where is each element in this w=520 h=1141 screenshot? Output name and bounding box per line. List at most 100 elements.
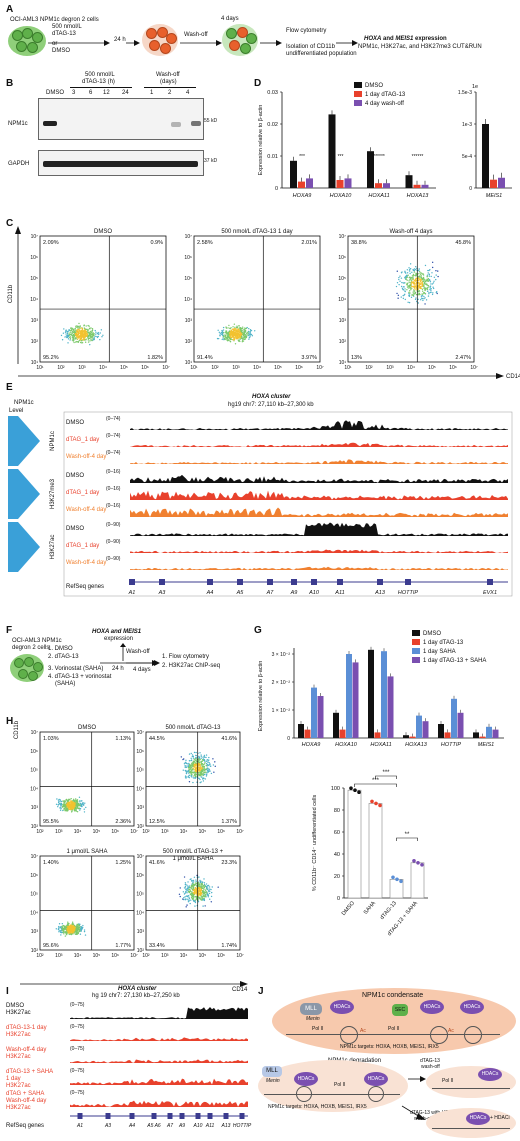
flow-event <box>239 334 241 336</box>
flow-event <box>205 771 207 773</box>
flow-event <box>71 925 73 928</box>
flow-event <box>412 281 415 283</box>
flow-event <box>73 329 75 332</box>
flow-event <box>406 272 409 274</box>
category-label: HOXA9 <box>293 193 312 199</box>
hdacs-shape: HDACs <box>294 1072 318 1086</box>
flow-event <box>79 933 82 935</box>
flow-event <box>81 332 84 334</box>
flow-event <box>413 286 415 289</box>
flow-event <box>191 776 193 778</box>
data-point <box>391 875 395 880</box>
cell-icon <box>229 40 240 51</box>
flow-event <box>74 931 76 933</box>
flow-event <box>71 809 73 811</box>
flow-event <box>231 336 234 338</box>
flow-event <box>203 899 206 902</box>
x-tick-label: 10⁷ <box>130 829 138 835</box>
flow-event <box>429 287 431 289</box>
flow-event <box>203 886 205 889</box>
flow-event <box>198 774 200 776</box>
flow-event <box>89 336 91 338</box>
flow-event <box>179 895 181 898</box>
flow-event <box>188 888 191 891</box>
flow-event <box>399 275 401 277</box>
gene-exon <box>167 1113 173 1119</box>
flow-event <box>83 929 86 931</box>
blot-header-wash-2: (days) <box>160 79 177 85</box>
flow-event <box>75 800 78 802</box>
quadrant-label: 0.9% <box>150 240 163 246</box>
flow-event <box>73 802 75 805</box>
y-tick-label: 0.02 <box>267 122 278 128</box>
flow-event <box>64 808 67 810</box>
y-tick-label: 10³ <box>137 805 145 811</box>
flow-event <box>68 803 70 805</box>
data-point <box>353 788 357 792</box>
quadrant-label: 2.36% <box>115 819 131 825</box>
flow-event <box>199 890 201 893</box>
x-tick-label: 10⁴ <box>99 365 107 371</box>
flow-event <box>235 337 237 339</box>
flow-event <box>193 894 195 896</box>
flow-event <box>95 333 97 335</box>
x-tick-label: 10⁶ <box>111 953 119 959</box>
flow-event <box>426 284 428 286</box>
nucleosome-icon <box>340 1026 358 1044</box>
flow-event <box>202 895 204 898</box>
flow-event <box>431 293 434 296</box>
targets1-label: NPM1c targets: HOXA, HOXB, MEIS1, IRX5 <box>340 1044 439 1050</box>
flow-event <box>412 293 415 295</box>
flow-event <box>400 285 403 288</box>
level-wedge <box>8 522 40 572</box>
flow-event <box>202 758 205 760</box>
x-tick-label: 10² <box>36 953 44 959</box>
flow-event <box>415 286 417 288</box>
chart-g: Expression relative to β-actin 0 1 × 10⁻² 2… <box>258 630 504 748</box>
track-label: Wash-off-4 day <box>66 507 106 513</box>
flow-event <box>188 772 190 774</box>
flow-event <box>232 328 234 331</box>
quadrant-label: 38.8% <box>351 240 367 246</box>
flow-event <box>239 338 241 340</box>
flow-event <box>432 287 435 290</box>
flow-event <box>194 882 197 884</box>
flow-event <box>249 331 251 334</box>
flow-event <box>200 880 202 882</box>
flow-event <box>73 334 75 336</box>
flow-event <box>83 808 85 810</box>
flow-event <box>432 282 435 284</box>
arrow-icon <box>126 660 160 666</box>
dna-line <box>264 1094 400 1095</box>
dtag-wash-1: dTAG-13 <box>420 1058 440 1064</box>
category-label: HOXA10 <box>330 193 353 199</box>
side-title: NPM1c <box>14 400 34 406</box>
flow-event <box>69 807 72 809</box>
flow-event <box>190 771 193 773</box>
tracks-frame <box>63 411 513 597</box>
flow-event <box>227 336 230 338</box>
flow-event <box>74 326 77 328</box>
flow-event <box>424 292 426 295</box>
flow-event <box>193 751 196 754</box>
track-range: (0–16) <box>106 469 121 475</box>
flow-event <box>210 901 213 903</box>
hdacs-shape: HDACs <box>364 1072 388 1086</box>
x-tick-label: 10⁶ <box>217 829 225 835</box>
flow-event <box>80 930 82 932</box>
flow-event <box>209 770 211 772</box>
flow-event <box>423 278 425 280</box>
flow-event <box>222 337 224 339</box>
treat-line1: 500 nmol/L <box>52 24 82 30</box>
flow-event <box>77 804 79 806</box>
flow-event <box>195 775 197 778</box>
bar <box>347 789 362 899</box>
flow-event <box>424 264 427 267</box>
flow-event <box>184 892 186 894</box>
flow-event <box>190 878 192 880</box>
flow-event <box>212 764 215 766</box>
flow-event <box>78 931 80 933</box>
flow-event <box>89 343 91 346</box>
washoff-ellipse <box>426 1066 516 1098</box>
track-label: dTAG + SAHA <box>6 1091 44 1097</box>
